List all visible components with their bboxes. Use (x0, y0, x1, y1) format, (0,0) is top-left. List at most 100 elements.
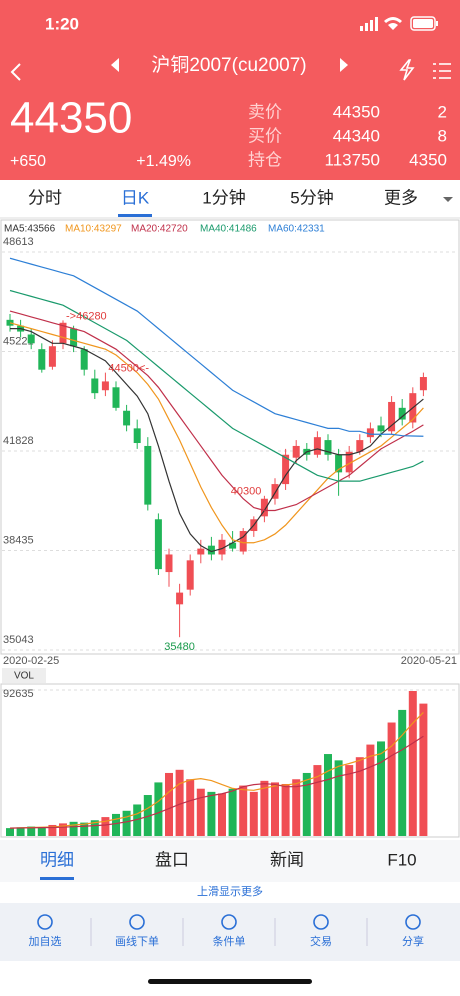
candle-body (176, 592, 184, 605)
tool-label[interactable]: 加自选 (29, 935, 62, 948)
tool-label[interactable]: 条件单 (213, 934, 246, 948)
candle-body (112, 387, 120, 408)
vol-bar (133, 804, 142, 836)
vol-bar (271, 782, 279, 836)
candle-body (133, 428, 141, 444)
vol-frame (0, 683, 460, 838)
more-arrow[interactable] (443, 197, 453, 202)
vol-bar (345, 765, 354, 836)
clock: 1:20 (45, 14, 79, 33)
legend-entry: MA20:42720 (131, 224, 188, 235)
y-tick-label: 48613 (3, 236, 34, 248)
bottom-tabs (0, 840, 460, 882)
vol-bar (196, 788, 205, 836)
quote-qty: 4350 (409, 150, 447, 169)
candle-body (101, 381, 109, 391)
tab-underline (40, 877, 74, 880)
tool-label[interactable]: 交易 (310, 934, 332, 948)
tool-label[interactable]: 画线下单 (115, 934, 159, 948)
tool-label[interactable]: 分享 (402, 934, 424, 948)
tab[interactable]: 更多 (384, 188, 418, 207)
candle-body (218, 539, 226, 555)
bottom-tab[interactable]: 新闻 (270, 850, 304, 869)
tab[interactable]: 1分钟 (202, 188, 245, 207)
y-tick-label: 41828 (3, 435, 34, 447)
vol-bar (112, 813, 120, 836)
tab[interactable]: 日K (121, 188, 150, 207)
vol-bar (218, 793, 226, 836)
title: 沪铜2007(cu2007) (151, 54, 306, 76)
toolbar (0, 903, 460, 961)
vol-bar (27, 826, 36, 836)
change-pct: +1.49% (136, 153, 191, 170)
next[interactable] (340, 58, 348, 72)
candle-body (271, 484, 279, 499)
vol-label: VOL (14, 671, 34, 682)
ma-line (9, 322, 424, 544)
vol-bar (313, 765, 322, 836)
vol-ma-line (9, 712, 424, 829)
bottom-tab[interactable]: F10 (387, 850, 416, 869)
y-tick-label: 35043 (3, 634, 34, 646)
tool-icon (313, 914, 329, 930)
status-icons (360, 16, 438, 31)
vol-bar (101, 817, 110, 836)
bottom-tab[interactable]: 盘口 (155, 850, 189, 869)
vol-bar (324, 754, 332, 836)
vol-bar (90, 820, 99, 836)
tab[interactable]: 分时 (28, 188, 62, 207)
tab-underline (118, 214, 152, 217)
flash[interactable] (399, 59, 415, 81)
candle-body (377, 425, 385, 432)
quote-value: 44340 (333, 126, 380, 145)
quote-label: 买价 (248, 126, 282, 145)
vol-bar (69, 821, 78, 836)
vol-bar (6, 828, 14, 836)
vol-bar (249, 791, 258, 836)
vol-bar (239, 785, 248, 836)
vol-bar (292, 779, 301, 836)
vol-bar (366, 744, 375, 836)
vol-bar (355, 757, 364, 836)
quote-label: 卖价 (248, 102, 282, 121)
candle-body (154, 519, 162, 570)
candle-body (70, 328, 78, 347)
quote-value: 44350 (333, 102, 380, 121)
change: +650 (10, 153, 46, 170)
candle-body (335, 454, 343, 473)
vol-bar (186, 779, 195, 836)
vol-bar (228, 788, 237, 836)
candle-body (388, 401, 396, 432)
tool-icon (37, 914, 53, 930)
ma-line (10, 328, 424, 553)
vol-ma-line (9, 735, 424, 829)
x-label: 2020-02-25 (3, 655, 59, 667)
vol-tab (2, 668, 46, 683)
back[interactable] (10, 63, 21, 81)
candle-body (207, 545, 215, 555)
x-label: 2020-05-21 (401, 655, 457, 667)
vol-bar (154, 782, 163, 836)
prev[interactable] (111, 58, 119, 72)
legend-entry: MA40:41486 (200, 224, 257, 235)
vol-bar (175, 769, 184, 836)
vol-bar (408, 691, 417, 836)
candle-body (260, 498, 268, 517)
candle-body (144, 445, 152, 505)
annotation: 44500<- (108, 363, 149, 375)
tab[interactable]: 5分钟 (290, 188, 333, 207)
quote-value: 113750 (325, 150, 380, 169)
ma-line (9, 257, 424, 437)
candle-body (186, 560, 194, 590)
candle-body (80, 349, 88, 370)
y-tick-label: 92635 (3, 688, 34, 700)
legend-entry: MA10:43297 (65, 224, 122, 235)
quote-qty: 8 (438, 126, 447, 145)
candle-body (324, 440, 332, 455)
legend-entry: MA5:43566 (4, 224, 56, 235)
candle-body (419, 377, 427, 391)
bottom-tab[interactable]: 明细 (40, 850, 74, 869)
y-tick-label: 45221 (3, 335, 34, 347)
menu[interactable] (433, 63, 451, 79)
